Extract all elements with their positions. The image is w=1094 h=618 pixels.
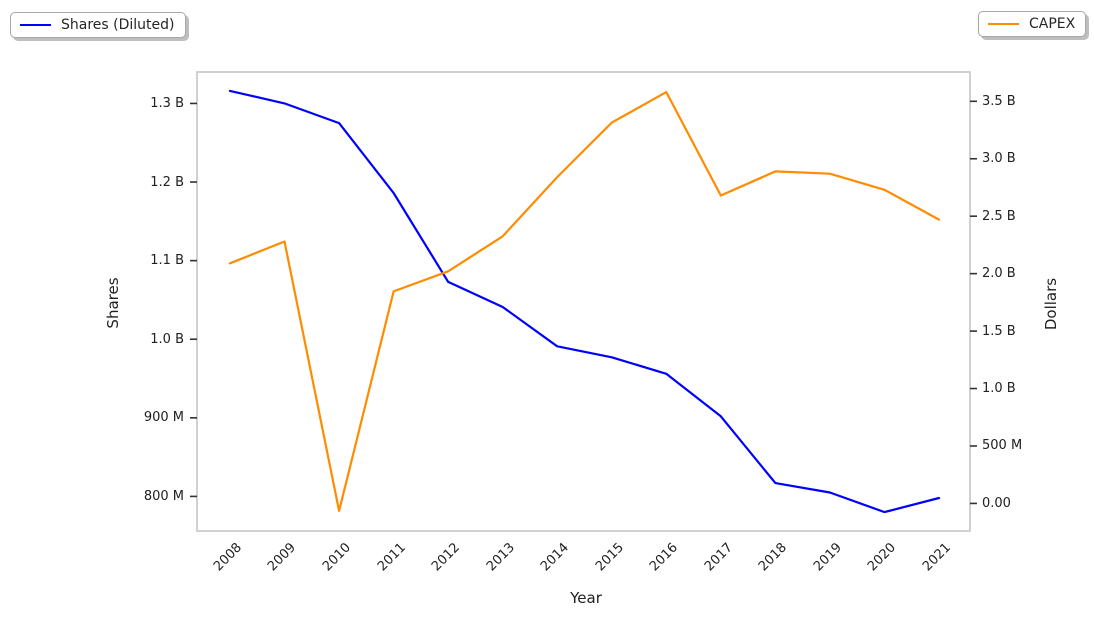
right-tick-label: 2.5 B: [982, 208, 1016, 224]
left-tick-label: 800 M: [143, 488, 184, 504]
right-tick-label: 0.00: [982, 495, 1011, 511]
right-axis-title: Dollars: [1042, 277, 1060, 331]
left-tick-label: 1.2 B: [150, 174, 184, 190]
legend-capex: CAPEX: [978, 11, 1087, 37]
right-tick-label: 500 M: [982, 438, 1023, 454]
legend-capex-label: CAPEX: [1029, 16, 1076, 32]
series-line-capex: [228, 90, 941, 512]
capex-line-sample: [988, 23, 1019, 25]
x-axis-title: Year: [570, 589, 602, 607]
right-tick-label: 1.5 B: [982, 323, 1016, 339]
legend-shares-label: Shares (Diluted): [61, 17, 175, 33]
right-tick-label: 2.0 B: [982, 266, 1016, 282]
left-tick-label: 1.3 B: [150, 95, 184, 111]
left-tick-label: 1.0 B: [150, 331, 184, 347]
shares-line-sample: [20, 24, 51, 26]
series-line-shares-diluted: [228, 89, 941, 514]
right-tick-label: 1.0 B: [982, 381, 1016, 397]
plot-border: [196, 71, 971, 532]
right-tick-label: 3.5 B: [982, 93, 1016, 109]
right-tick-label: 3.0 B: [982, 151, 1016, 167]
left-tick-label: 900 M: [143, 410, 184, 426]
left-axis-title: Shares: [104, 277, 122, 329]
left-tick-label: 1.1 B: [150, 253, 184, 269]
legend-shares: Shares (Diluted): [10, 12, 186, 38]
